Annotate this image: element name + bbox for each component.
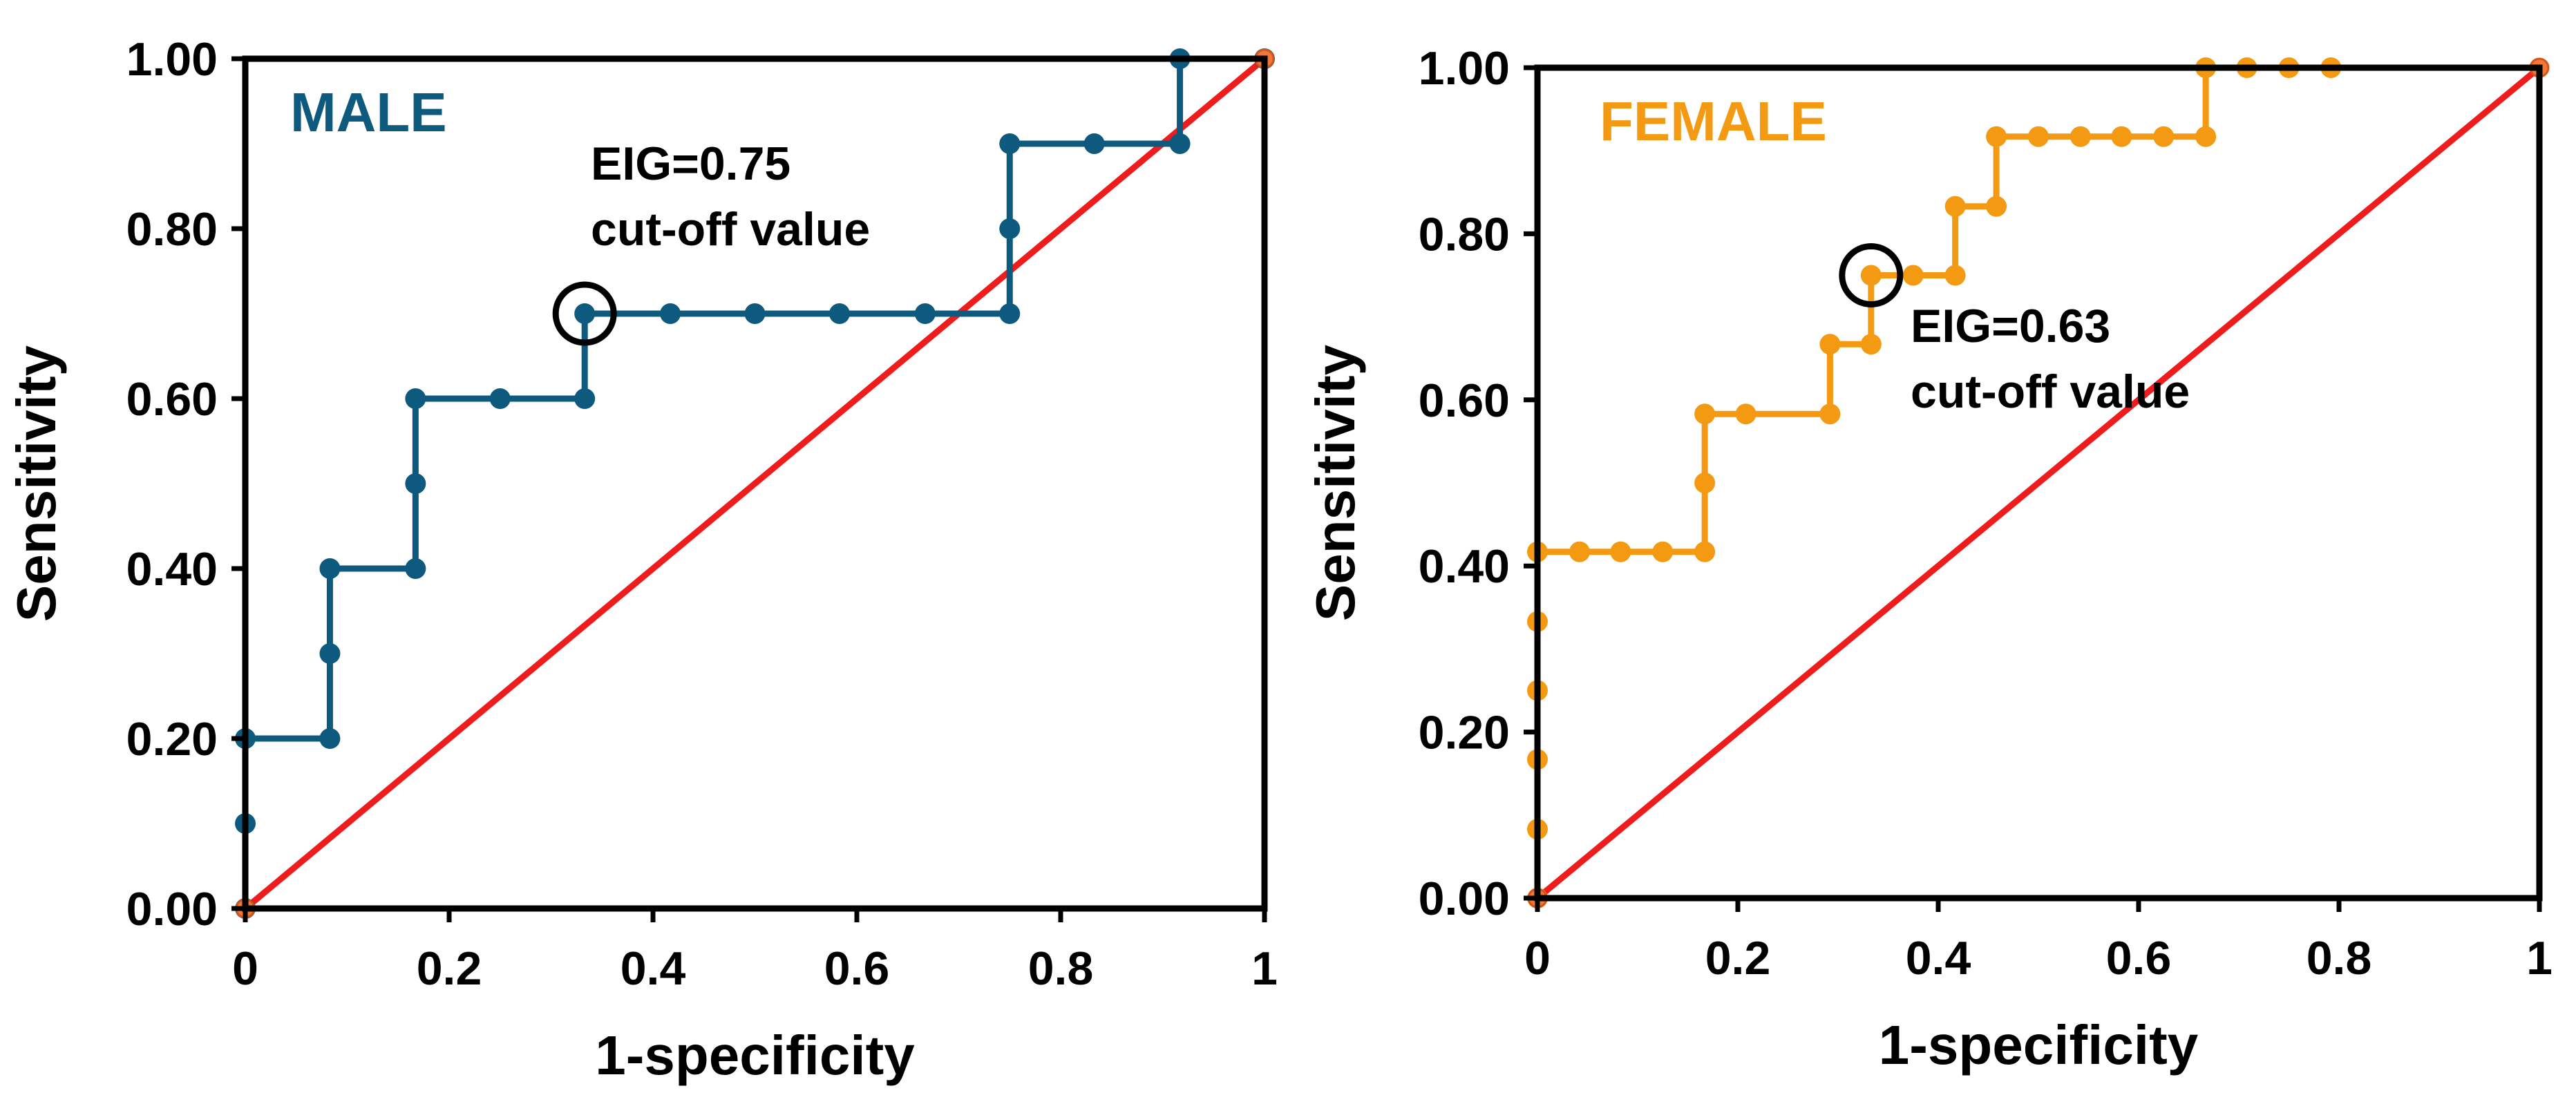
male-eig-label: EIG=0.75	[591, 137, 790, 190]
female-x-tick-label: 0	[1524, 932, 1551, 984]
female-x-tick-label: 1	[2526, 932, 2553, 984]
male-roc-point	[1169, 133, 1191, 154]
female-x-tick-label: 0.8	[2307, 932, 2372, 984]
male-roc-point	[1083, 133, 1105, 154]
male-y-tick-label: 0.20	[126, 713, 218, 765]
male-y-tick-label: 0.60	[126, 373, 218, 426]
female-y-tick-label: 0.60	[1419, 374, 1510, 427]
female-eig-label: EIG=0.63	[1911, 300, 2110, 352]
male-y-tick-label: 0.00	[126, 883, 218, 935]
female-roc-point	[1694, 403, 1716, 425]
male-x-axis-label: 1-specificity	[595, 1025, 915, 1086]
male-roc-point	[489, 388, 511, 409]
male-cutoff-circle	[552, 281, 617, 346]
female-roc-point	[1944, 265, 1966, 286]
male-roc-point	[574, 388, 596, 409]
female-reference-line	[1535, 65, 2541, 901]
male-roc-point	[319, 643, 341, 664]
female-x-axis-ticks: 0 0.2 0.4 0.6 0.8 1	[1524, 898, 2553, 984]
female-roc-point	[1902, 265, 1924, 286]
female-panel-label: FEMALE	[1600, 91, 1827, 152]
male-plot-frame	[242, 55, 1268, 912]
female-roc-point	[2111, 126, 2132, 147]
female-cutoff-label: cut-off value	[1911, 365, 2190, 418]
male-roc-point	[660, 303, 681, 324]
female-x-tick-label: 0.2	[1705, 932, 1771, 984]
female-roc-point	[1694, 473, 1716, 493]
male-x-tick-label: 0.8	[1028, 942, 1094, 995]
male-roc-point	[744, 303, 766, 324]
female-roc-point	[1944, 196, 1966, 217]
male-roc-point	[319, 728, 341, 749]
female-roc-point	[2195, 126, 2217, 147]
female-x-axis-label: 1-specificity	[1879, 1014, 2199, 1076]
male-y-tick-label: 0.40	[126, 543, 218, 596]
female-y-tick-label: 0.20	[1419, 707, 1510, 759]
male-y-tick-label: 0.80	[126, 203, 218, 256]
female-y-tick-label: 0.00	[1419, 873, 1510, 925]
female-roc-point	[1860, 334, 1882, 355]
female-roc-panel: 0.000.200.400.600.801.00 0 0.2 0.4 0.6 0.8 1 …	[1305, 42, 2553, 1076]
female-roc-point	[1819, 403, 1841, 425]
female-cutoff-circle	[1839, 243, 1904, 307]
male-roc-point	[999, 303, 1021, 324]
female-y-axis-label: Sensitivity	[1305, 344, 1366, 621]
female-y-axis-ticks: 0.00 0.20 0.40 0.60 0.80 1.00	[1419, 42, 1537, 925]
female-roc-point	[1860, 265, 1882, 286]
female-roc-point	[2070, 126, 2091, 147]
male-panel-label: MALE	[290, 82, 447, 143]
female-plot-frame	[1534, 64, 2543, 902]
male-x-axis-ticks: 0 0.2 0.4 0.6 0.8 1	[232, 908, 1278, 995]
female-y-tick-label: 1.00	[1419, 42, 1510, 95]
female-roc-point	[1610, 541, 1631, 562]
female-roc-point	[1652, 541, 1674, 562]
female-roc-point	[1819, 334, 1841, 355]
male-roc-point	[405, 473, 426, 494]
male-cutoff-label: cut-off value	[591, 203, 870, 256]
male-y-axis-ticks: 0.00 0.20 0.40 0.60 0.80 1.00	[126, 33, 245, 935]
male-x-tick-label: 0.6	[824, 942, 890, 995]
male-roc-point	[405, 558, 426, 579]
female-roc-point	[1986, 196, 2007, 217]
male-y-axis-label: Sensitivity	[6, 345, 67, 622]
male-roc-point	[914, 303, 936, 324]
male-roc-point	[319, 558, 341, 579]
female-roc-point	[1569, 541, 1590, 562]
male-reference-line	[243, 56, 1267, 911]
male-roc-point	[999, 218, 1021, 239]
male-roc-panel: 0.000.200.400.600.801.00 0 0.2 0.4 0.6 0.8 1 …	[6, 33, 1278, 1086]
female-roc-curve-layer	[1527, 57, 2550, 908]
male-x-tick-label: 0.2	[417, 942, 482, 995]
female-roc-line	[1534, 64, 2331, 898]
female-roc-point	[1986, 126, 2007, 147]
male-x-tick-label: 0	[232, 942, 258, 995]
female-roc-point	[2153, 126, 2175, 147]
male-roc-point	[574, 303, 596, 324]
female-y-tick-label: 0.80	[1419, 208, 1510, 260]
female-roc-point	[2028, 126, 2049, 147]
female-y-tick-label: 0.40	[1419, 540, 1510, 593]
female-roc-point	[1735, 403, 1756, 425]
female-x-tick-label: 0.6	[2106, 932, 2172, 984]
male-roc-point	[999, 133, 1021, 154]
male-x-tick-label: 1	[1251, 942, 1278, 995]
male-roc-point	[405, 388, 426, 409]
female-roc-point	[1694, 541, 1716, 562]
female-x-tick-label: 0.4	[1906, 932, 1971, 984]
male-x-tick-label: 0.4	[621, 942, 686, 995]
male-y-tick-label: 1.00	[126, 33, 218, 86]
male-roc-point	[828, 303, 850, 324]
